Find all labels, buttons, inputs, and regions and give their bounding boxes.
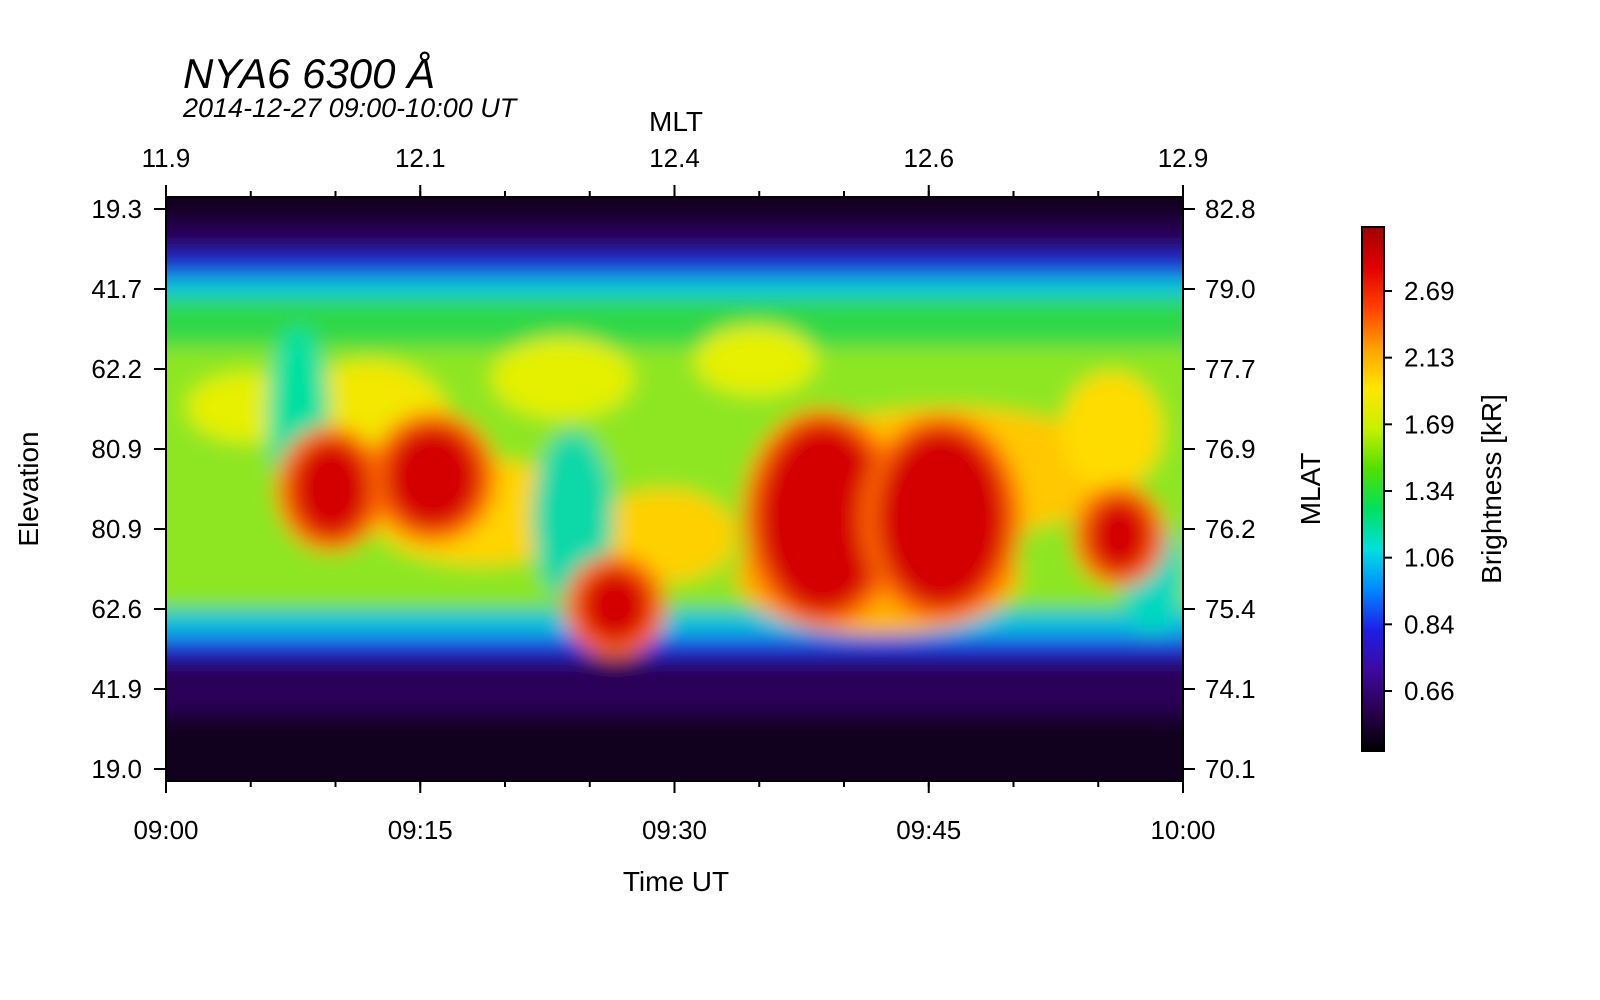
colorbar-tick-label: 2.13	[1404, 343, 1455, 373]
colorbar-tick-label: 0.66	[1404, 676, 1455, 706]
right-tick-label: 76.9	[1205, 434, 1256, 464]
x-axis-label: Time UT	[623, 866, 729, 897]
right-axis-label: MLAT	[1295, 453, 1326, 526]
colorbar-tick-label: 1.34	[1404, 476, 1455, 506]
right-tick-label: 82.8	[1205, 194, 1256, 224]
top-tick-label: 12.1	[395, 143, 446, 173]
heatmap-area	[166, 197, 1183, 781]
y-tick-label: 62.6	[91, 594, 142, 624]
y-tick-label: 41.9	[91, 674, 142, 704]
feature-core	[758, 422, 888, 614]
right-tick-label: 75.4	[1205, 594, 1256, 624]
feature-core	[876, 428, 1007, 609]
diffuse-region	[491, 337, 634, 419]
right-tick-label: 77.7	[1205, 354, 1256, 384]
chart-title: NYA6 6300 Å	[183, 50, 435, 97]
colorbar	[1361, 226, 1385, 752]
y-tick-label: 41.7	[91, 274, 142, 304]
y-axis-label: Elevation	[13, 431, 44, 546]
y-axis-elevation: 19.0 41.9 62.6 80.9 80.9 62.2 41.7 19.3	[91, 194, 166, 784]
colorbar-label: Brightness [kR]	[1476, 394, 1507, 584]
y-axis-mlat: 70.1 74.1 75.4 76.2 76.9 77.7 79.0 82.8	[1183, 194, 1256, 784]
x-axis: 09:00 09:15 09:30 09:45 10:00	[133, 781, 1216, 845]
right-tick-label: 74.1	[1205, 674, 1256, 704]
y-tick-label: 80.9	[91, 434, 142, 464]
top-axis-label: MLT	[649, 106, 703, 137]
feature-core	[292, 439, 371, 539]
right-tick-label: 79.0	[1205, 274, 1256, 304]
diffuse-region	[1060, 372, 1163, 489]
top-tick-label: 12.9	[1158, 143, 1209, 173]
diffuse-region	[694, 325, 817, 396]
y-tick-label: 62.2	[91, 354, 142, 384]
right-tick-label: 70.1	[1205, 754, 1256, 784]
colorbar-tick-label: 1.06	[1404, 543, 1455, 573]
top-tick-label: 12.4	[649, 143, 700, 173]
top-tick-label: 12.6	[903, 143, 954, 173]
right-tick-label: 76.2	[1205, 514, 1256, 544]
y-tick-label: 80.9	[91, 514, 142, 544]
feature-core	[1088, 498, 1151, 574]
x-tick-label: 09:15	[388, 815, 453, 845]
x-tick-label: 09:30	[642, 815, 707, 845]
x-tick-label: 10:00	[1150, 815, 1215, 845]
feature-core	[580, 568, 651, 644]
heatmap-layers	[166, 219, 1183, 717]
colorbar-tick-label: 1.69	[1404, 409, 1455, 439]
feature-core	[385, 425, 481, 530]
chart-subtitle: 2014-12-27 09:00-10:00 UT	[182, 93, 519, 123]
top-tick-label: 11.9	[142, 143, 191, 173]
colorbar-tick-label: 0.84	[1404, 609, 1455, 639]
y-tick-label: 19.3	[91, 194, 142, 224]
x-tick-label: 09:45	[896, 815, 961, 845]
top-mlt-axis: 11.9 12.1 12.4 12.6 12.9	[142, 143, 1209, 197]
y-tick-label: 19.0	[91, 754, 142, 784]
colorbar-tick-label: 2.69	[1404, 276, 1455, 306]
colorbar-ticks: 0.66 0.84 1.06 1.34 1.69 2.13 2.69	[1384, 276, 1455, 706]
band-lower-dark	[166, 657, 1183, 717]
x-tick-label: 09:00	[133, 815, 198, 845]
